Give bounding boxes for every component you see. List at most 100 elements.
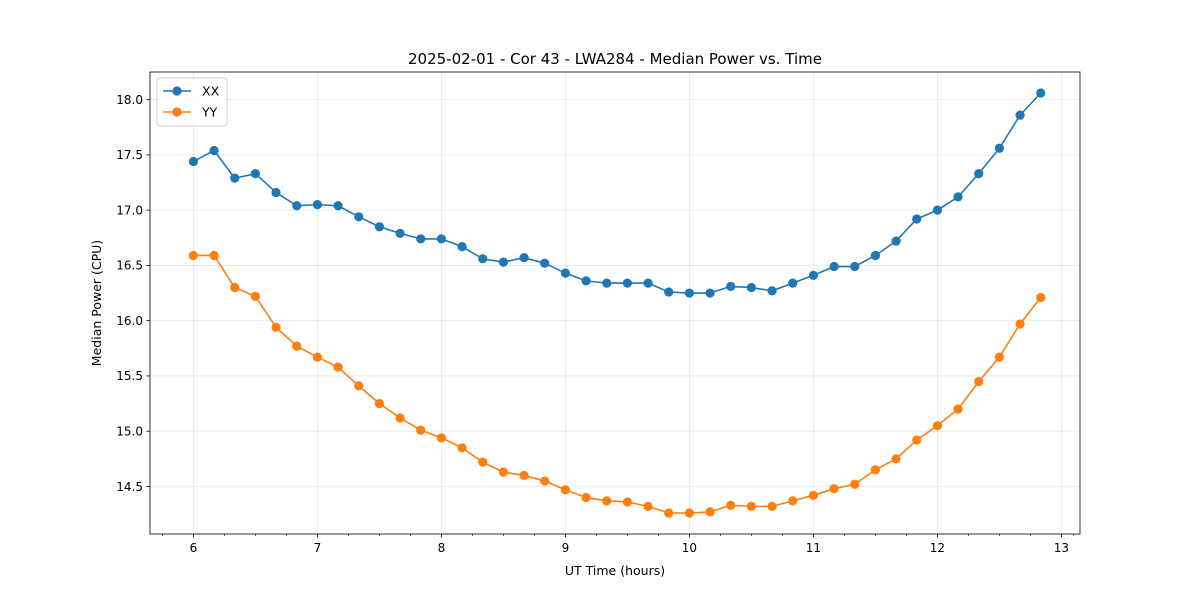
data-point-xx [891,236,901,246]
data-point-yy [374,398,384,409]
data-point-xx [870,250,881,261]
x-tick-label: 11 [806,541,821,555]
data-point-xx [209,145,219,156]
data-point-xx [912,214,922,224]
data-point-yy [953,404,963,414]
data-point-yy [395,413,405,423]
data-point-xx [746,282,757,293]
legend-marker-xx [172,86,182,96]
data-point-yy [271,322,281,332]
data-point-xx [416,234,426,244]
data-point-xx [333,201,343,211]
data-point-yy [1015,319,1025,329]
data-point-yy [519,470,529,481]
x-tick-label: 7 [314,541,322,555]
data-point-xx [767,286,777,296]
data-point-yy [829,484,839,494]
data-point-yy [850,479,860,489]
y-tick-label: 16.5 [116,259,143,273]
data-point-yy [209,250,219,261]
data-point-xx [994,143,1005,153]
y-tick-label: 17.0 [116,203,143,217]
data-point-xx [519,253,529,263]
legend-label-yy: YY [201,105,218,120]
data-point-xx [974,169,984,179]
data-point-yy [540,476,550,486]
data-point-xx [312,200,322,210]
data-point-xx [581,276,591,286]
data-point-xx [230,173,240,183]
data-point-yy [808,490,819,500]
x-tick-label: 9 [562,541,570,555]
data-point-yy [478,457,488,467]
data-point-yy [912,435,922,445]
x-tick-label: 10 [682,541,697,555]
x-tick-label: 6 [190,541,198,555]
data-point-xx [498,257,508,267]
plot-series [188,88,1046,518]
data-point-xx [292,201,302,211]
data-point-yy [891,454,901,464]
data-point-xx [478,254,488,264]
data-point-yy [581,492,591,503]
data-point-xx [684,288,695,298]
data-point-xx [664,287,674,297]
data-point-yy [726,500,736,510]
data-point-yy [664,508,674,518]
data-point-yy [974,376,984,387]
data-point-xx [1036,88,1046,98]
data-point-yy [250,291,260,301]
x-tick-label: 13 [1054,541,1069,555]
data-point-yy [312,352,322,362]
data-point-yy [188,250,198,261]
data-point-yy [230,282,240,293]
y-tick-label: 17.5 [116,148,143,162]
y-tick-label: 14.5 [116,480,143,494]
data-point-yy [560,485,571,495]
data-point-yy [788,496,798,506]
y-tick-label: 16.0 [116,314,143,328]
data-point-xx [540,258,550,268]
data-point-xx [560,268,571,278]
data-point-yy [354,381,364,391]
y-tick-label: 18.0 [116,93,143,107]
data-point-yy [498,467,508,477]
data-point-xx [726,281,736,292]
data-point-yy [416,425,426,435]
data-point-yy [932,421,943,431]
data-point-xx [395,228,405,238]
data-point-xx [250,169,260,179]
legend-label-xx: XX [202,84,220,99]
data-point-xx [1015,110,1025,120]
data-point-xx [829,261,839,272]
data-point-yy [292,341,302,351]
y-tick-label: 15.5 [116,369,143,383]
axis-ticks: 6 7 8 9 10 11 12 13 14.5 15.0 15.5 16.0 16.5 17.0 17.5… [116,93,1075,555]
data-point-xx [457,242,467,252]
data-point-xx [602,278,612,288]
data-point-yy [333,362,343,372]
axes-frame [149,71,1081,535]
data-point-yy [643,501,653,511]
y-axis-label: Median Power (CPU) [89,240,104,366]
data-point-yy [870,465,881,475]
data-point-xx [705,288,715,298]
data-point-yy [746,501,757,511]
data-point-yy [436,433,446,443]
data-point-xx [788,278,798,288]
data-point-yy [684,508,695,518]
x-tick-label: 12 [930,541,945,555]
data-point-xx [374,222,384,232]
grid [150,72,1080,534]
data-point-yy [602,496,612,506]
data-point-yy [622,497,633,507]
legend-marker-yy [172,107,182,117]
x-axis-label: UT Time (hours) [565,563,665,578]
y-tick-label: 15.0 [116,425,143,439]
data-point-xx [271,187,281,198]
data-point-yy [457,443,467,453]
data-point-xx [436,234,446,244]
data-point-yy [994,352,1005,362]
data-point-xx [850,261,860,272]
